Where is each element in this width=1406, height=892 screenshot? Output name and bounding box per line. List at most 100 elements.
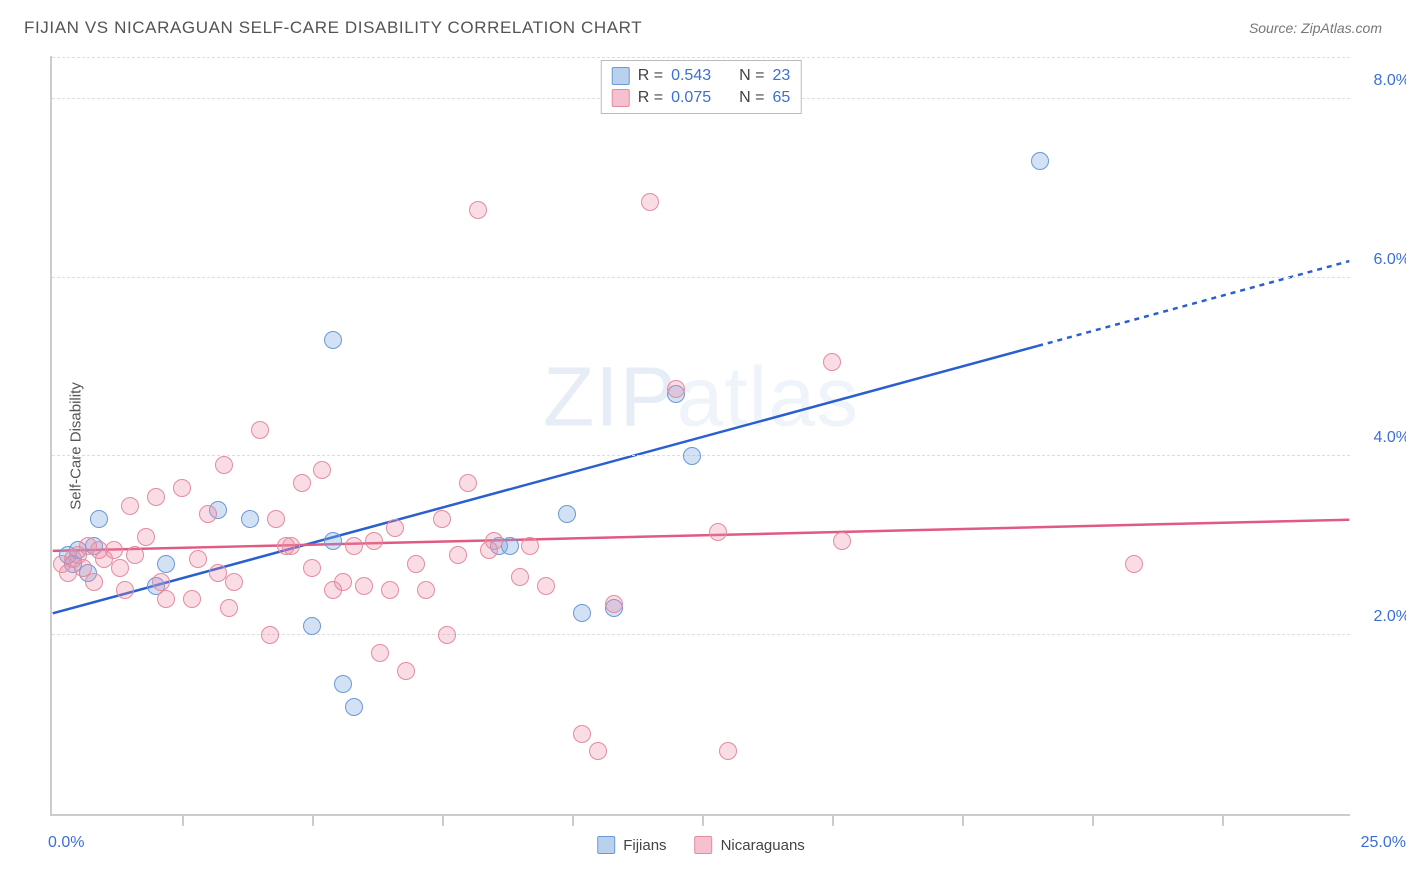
legend-r-value: 0.075	[671, 89, 711, 107]
data-point-fijians	[558, 505, 576, 523]
data-point-nicaraguans	[313, 461, 331, 479]
x-tick	[572, 814, 574, 826]
data-point-nicaraguans	[641, 193, 659, 211]
y-tick-label: 8.0%	[1374, 72, 1406, 90]
data-point-nicaraguans	[511, 568, 529, 586]
data-point-nicaraguans	[823, 353, 841, 371]
gridline	[52, 277, 1350, 278]
data-point-nicaraguans	[469, 201, 487, 219]
legend-item-nicaraguans: Nicaraguans	[695, 836, 805, 854]
swatch-nicaraguans-icon	[695, 836, 713, 854]
gridline	[52, 634, 1350, 635]
data-point-fijians	[334, 675, 352, 693]
data-point-fijians	[345, 698, 363, 716]
data-point-nicaraguans	[126, 546, 144, 564]
data-point-nicaraguans	[719, 742, 737, 760]
data-point-nicaraguans	[282, 537, 300, 555]
data-point-nicaraguans	[189, 550, 207, 568]
data-point-nicaraguans	[381, 581, 399, 599]
x-tick	[1092, 814, 1094, 826]
swatch-fijians-icon	[612, 67, 630, 85]
data-point-nicaraguans	[105, 541, 123, 559]
data-point-nicaraguans	[605, 595, 623, 613]
legend-label: Fijians	[623, 837, 666, 854]
data-point-nicaraguans	[438, 626, 456, 644]
y-tick-label: 4.0%	[1374, 429, 1406, 447]
data-point-nicaraguans	[709, 523, 727, 541]
swatch-nicaraguans-icon	[612, 89, 630, 107]
data-point-nicaraguans	[485, 532, 503, 550]
data-point-nicaraguans	[111, 559, 129, 577]
data-point-nicaraguans	[386, 519, 404, 537]
x-tick	[442, 814, 444, 826]
data-point-nicaraguans	[417, 581, 435, 599]
x-tick	[962, 814, 964, 826]
scatter-chart: ZIPatlas R = 0.543 N = 23 R = 0.075 N = …	[50, 56, 1350, 816]
x-tick	[1222, 814, 1224, 826]
chart-header: FIJIAN VS NICARAGUAN SELF-CARE DISABILIT…	[0, 0, 1406, 48]
data-point-nicaraguans	[365, 532, 383, 550]
data-point-fijians	[683, 447, 701, 465]
data-point-nicaraguans	[667, 380, 685, 398]
data-point-nicaraguans	[589, 742, 607, 760]
data-point-nicaraguans	[459, 474, 477, 492]
legend-correlation: R = 0.543 N = 23 R = 0.075 N = 65	[601, 60, 802, 114]
data-point-fijians	[303, 617, 321, 635]
data-point-fijians	[90, 510, 108, 528]
data-point-nicaraguans	[293, 474, 311, 492]
data-point-nicaraguans	[85, 573, 103, 591]
data-point-nicaraguans	[225, 573, 243, 591]
data-point-nicaraguans	[152, 573, 170, 591]
legend-n-label: N =	[739, 89, 764, 107]
data-point-nicaraguans	[345, 537, 363, 555]
legend-row-nicaraguans: R = 0.075 N = 65	[612, 87, 791, 109]
data-point-nicaraguans	[220, 599, 238, 617]
legend-row-fijians: R = 0.543 N = 23	[612, 65, 791, 87]
data-point-fijians	[241, 510, 259, 528]
legend-n-value: 23	[772, 67, 790, 85]
data-point-nicaraguans	[371, 644, 389, 662]
data-point-nicaraguans	[833, 532, 851, 550]
data-point-fijians	[573, 604, 591, 622]
swatch-fijians-icon	[597, 836, 615, 854]
data-point-nicaraguans	[199, 505, 217, 523]
data-point-nicaraguans	[121, 497, 139, 515]
data-point-nicaraguans	[521, 537, 539, 555]
data-point-nicaraguans	[215, 456, 233, 474]
x-tick	[182, 814, 184, 826]
legend-n-value: 65	[772, 89, 790, 107]
legend-r-label: R =	[638, 67, 663, 85]
chart-source: Source: ZipAtlas.com	[1249, 20, 1382, 36]
data-point-nicaraguans	[573, 725, 591, 743]
x-axis-min-label: 0.0%	[48, 834, 84, 852]
data-point-nicaraguans	[355, 577, 373, 595]
data-point-fijians	[1031, 152, 1049, 170]
x-tick	[312, 814, 314, 826]
gridline	[52, 57, 1350, 58]
x-tick	[702, 814, 704, 826]
x-tick	[832, 814, 834, 826]
data-point-fijians	[324, 532, 342, 550]
data-point-nicaraguans	[116, 581, 134, 599]
data-point-nicaraguans	[147, 488, 165, 506]
data-point-nicaraguans	[407, 555, 425, 573]
data-point-nicaraguans	[137, 528, 155, 546]
data-point-nicaraguans	[397, 662, 415, 680]
legend-r-value: 0.543	[671, 67, 711, 85]
y-tick-label: 2.0%	[1374, 608, 1406, 626]
legend-item-fijians: Fijians	[597, 836, 666, 854]
data-point-fijians	[324, 331, 342, 349]
data-point-nicaraguans	[449, 546, 467, 564]
watermark: ZIPatlas	[543, 349, 859, 446]
data-point-nicaraguans	[261, 626, 279, 644]
data-point-nicaraguans	[173, 479, 191, 497]
data-point-nicaraguans	[303, 559, 321, 577]
y-tick-label: 6.0%	[1374, 251, 1406, 269]
data-point-fijians	[157, 555, 175, 573]
legend-n-label: N =	[739, 67, 764, 85]
gridline	[52, 455, 1350, 456]
x-axis-max-label: 25.0%	[1361, 834, 1406, 852]
data-point-nicaraguans	[251, 421, 269, 439]
trend-lines	[52, 56, 1350, 814]
data-point-nicaraguans	[1125, 555, 1143, 573]
